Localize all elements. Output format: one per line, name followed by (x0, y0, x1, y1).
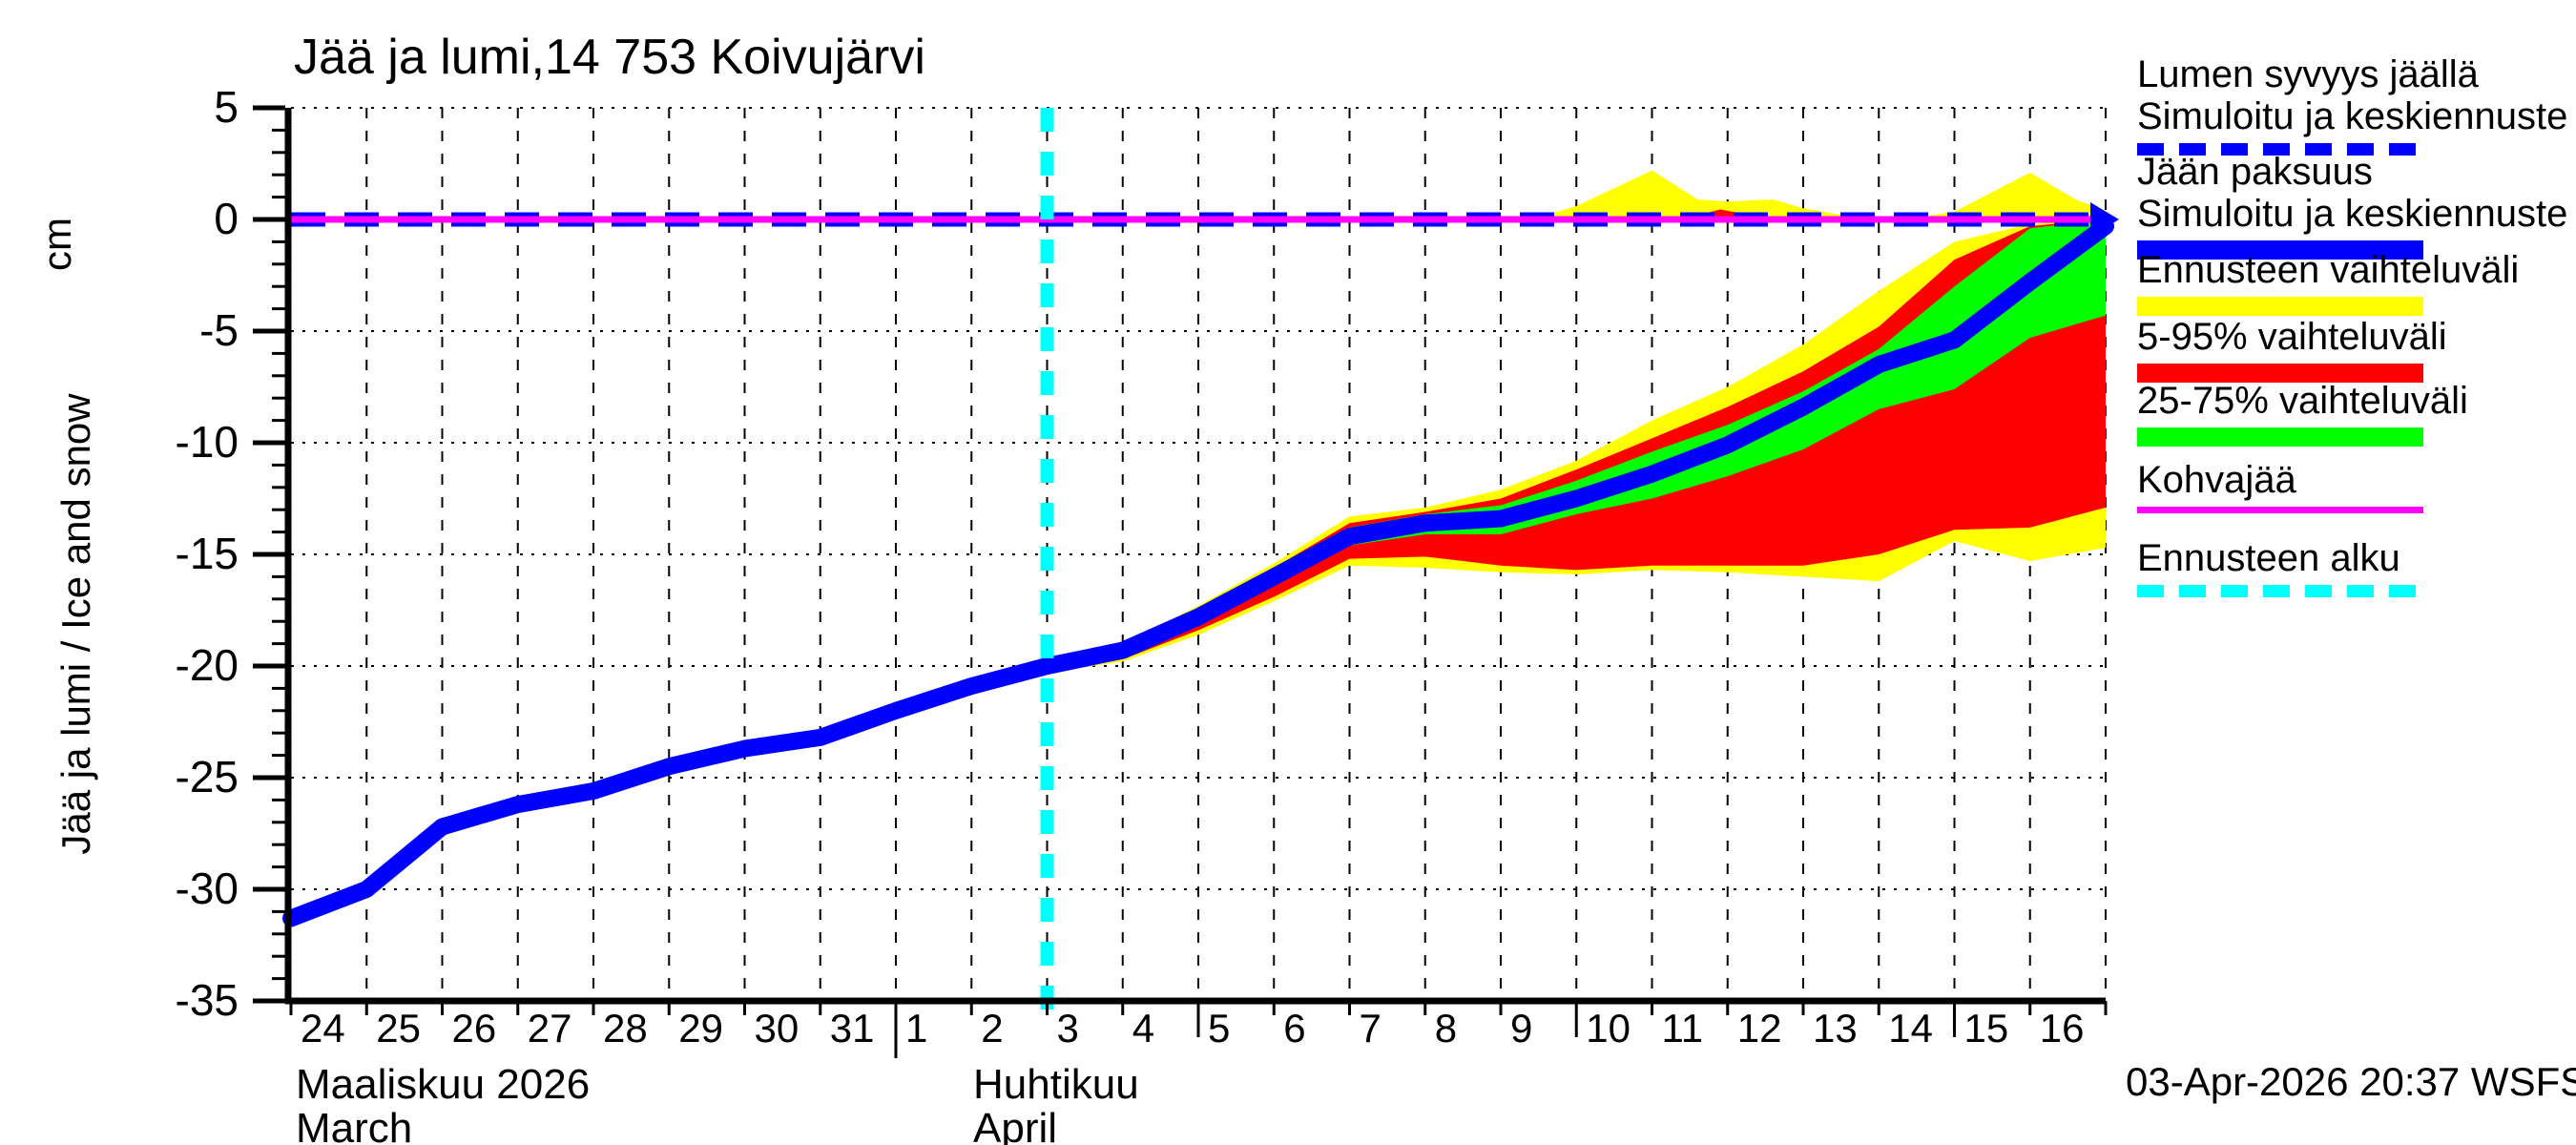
y-tick-label: 0 (214, 194, 239, 243)
day-tick-label: 9 (1510, 1006, 1532, 1051)
day-tick-label: 7 (1360, 1006, 1381, 1051)
legend-sample-snow-depth (2137, 143, 2423, 156)
legend-sample-forecast-range (2137, 297, 2423, 316)
y-tick-label: -20 (176, 640, 239, 690)
day-tick-label: 15 (1964, 1006, 2009, 1051)
day-tick-label: 5 (1208, 1006, 1230, 1051)
timestamp-footer: 03-Apr-2026 20:37 WSFS-P (2126, 1059, 2576, 1104)
month-label-march-en: March (296, 1105, 413, 1145)
day-tick-label: 26 (452, 1006, 497, 1051)
day-tick-label: 14 (1888, 1006, 1933, 1051)
legend-sample-forecast-start (2137, 585, 2423, 597)
snow-band-forecast-range (1530, 170, 2106, 219)
day-tick-label: 6 (1283, 1006, 1305, 1051)
day-tick-label: 8 (1435, 1006, 1457, 1051)
day-tick-label: 12 (1737, 1006, 1782, 1051)
y-tick-label: -35 (176, 975, 239, 1025)
legend-label-snow-depth: Simuloitu ja keskiennuste (2137, 95, 2568, 137)
day-tick-label: 28 (603, 1006, 648, 1051)
ice-thickness-median-line (282, 218, 2114, 927)
legend-label-forecast-start: Ennusteen alku (2137, 537, 2400, 579)
line-end-arrow (2090, 202, 2119, 237)
day-tick-label: 24 (301, 1006, 345, 1051)
legend-label-forecast-range: Ennusteen vaihteluväli (2137, 249, 2520, 291)
day-tick-label: 27 (528, 1006, 572, 1051)
day-tick-label: 16 (2040, 1006, 2085, 1051)
day-tick-label: 25 (376, 1006, 421, 1051)
legend-sample-range-25-75 (2137, 427, 2423, 447)
legend-label-ice-thickness: Simuloitu ja keskiennuste (2137, 193, 2568, 235)
day-tick-label: 11 (1662, 1006, 1704, 1051)
day-tick-label: 4 (1132, 1006, 1154, 1051)
day-tick-label: 2 (981, 1006, 1003, 1051)
y-tick-label: -5 (199, 305, 239, 355)
y-tick-label: -30 (176, 864, 239, 913)
day-tick-label: 30 (755, 1006, 800, 1051)
legend-label-ice-thickness: Jään paksuus (2137, 151, 2373, 193)
chart-title: Jää ja lumi,14 753 Koivujärvi (294, 30, 925, 85)
legend-sample-kohvajaa (2137, 507, 2423, 513)
y-tick-label: -25 (176, 752, 239, 802)
legend-label-range-5-95: 5-95% vaihteluväli (2137, 316, 2447, 358)
month-label-march-fi: Maaliskuu 2026 (296, 1061, 591, 1108)
day-tick-label: 31 (830, 1006, 875, 1051)
y-tick-label: 5 (214, 82, 239, 132)
y-tick-label: -15 (176, 529, 239, 578)
day-tick-label: 1 (905, 1006, 927, 1051)
legend-sample-ice-thickness (2137, 240, 2423, 260)
day-tick-label: 3 (1057, 1006, 1079, 1051)
y-tick-label: -10 (176, 417, 239, 467)
day-tick-label: 29 (678, 1006, 723, 1051)
day-tick-label: 13 (1813, 1006, 1858, 1051)
month-label-april-en: April (973, 1105, 1058, 1145)
legend-label-kohvajaa: Kohvajää (2137, 459, 2296, 501)
day-tick-label: 10 (1586, 1006, 1631, 1051)
legend-sample-range-5-95 (2137, 364, 2423, 383)
month-label-april-fi: Huhtikuu (973, 1061, 1139, 1108)
legend-label-range-25-75: 25-75% vaihteluväli (2137, 380, 2468, 422)
legend-label-snow-depth: Lumen syvyys jäällä (2137, 53, 2479, 95)
